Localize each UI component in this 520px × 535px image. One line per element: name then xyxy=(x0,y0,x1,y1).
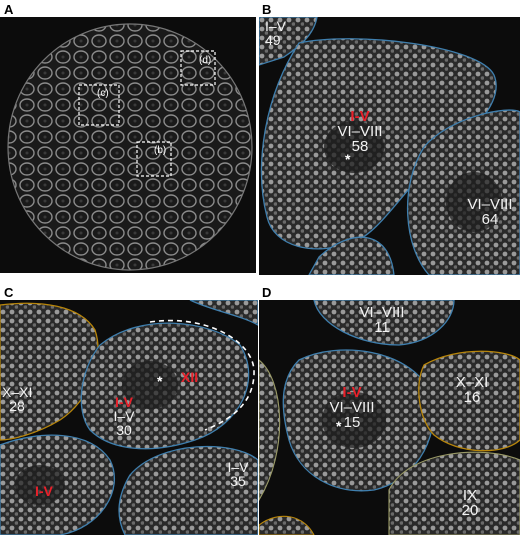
count-text: 35 xyxy=(230,473,246,489)
stage-text: IX xyxy=(462,487,478,504)
count-text: 30 xyxy=(116,422,132,438)
stage-text: VI–VIII xyxy=(329,399,375,416)
label-b-right: VI–VIII 64 xyxy=(455,197,520,227)
tubule-image-d xyxy=(259,300,520,535)
inset-label-d: (d) xyxy=(199,55,212,66)
testis-section-image xyxy=(7,23,253,271)
label-c-left: X–XI 28 xyxy=(2,385,32,413)
stage-text: I–V xyxy=(227,459,249,475)
label-d-bottom: IX 20 xyxy=(455,488,485,518)
stage-text: X–XI xyxy=(2,384,33,400)
inset-label-b: (b) xyxy=(154,145,167,156)
inset-box-d xyxy=(180,50,216,86)
red-stage-text: I-V xyxy=(342,384,362,401)
panel-letter-d: D xyxy=(262,285,272,300)
label-c-bottomleft: I-V xyxy=(35,483,53,499)
panel-letter-a: A xyxy=(4,2,14,17)
asterisk-marker: * xyxy=(345,151,351,167)
inset-box-b xyxy=(136,141,172,177)
label-d-top: VI–VIII 11 xyxy=(347,305,417,335)
label-c-bottomright: I–V 35 xyxy=(222,460,254,488)
panel-b-detail: I–V 49 I-V VI–VIII 58 * VI–VIII 64 xyxy=(259,17,520,275)
stage-text: I–V xyxy=(113,408,135,424)
count-text: 28 xyxy=(9,398,25,414)
panel-d-detail: VI–VIII 11 I-V VI–VIII 15 * X–XI 16 IX 2… xyxy=(259,300,520,535)
stage-text: X–XI xyxy=(455,374,489,391)
count-text: 49 xyxy=(265,32,281,48)
count-text: 11 xyxy=(374,319,390,336)
panel-a-overview: (d) (c) (b) xyxy=(0,17,256,273)
red-stage-text: I-V xyxy=(115,394,133,410)
panel-c-detail: X–XI 28 I-V I–V 30 * XII I-V I–V 35 xyxy=(0,300,258,535)
tubule-image-b xyxy=(259,17,520,275)
stage-text: VI–VIII xyxy=(337,123,383,140)
count-text: 58 xyxy=(351,138,369,155)
tubule-image-c xyxy=(0,300,258,535)
stage-text: VI–VIII xyxy=(359,304,405,321)
inset-box-c xyxy=(78,84,120,126)
asterisk-marker: * xyxy=(336,418,342,434)
count-text: 20 xyxy=(461,502,479,519)
stage-text: I–V xyxy=(265,18,287,34)
label-c-xii: XII xyxy=(181,369,199,385)
panel-letter-c: C xyxy=(4,285,14,300)
label-b-topleft: I–V 49 xyxy=(265,19,286,47)
label-d-right: X–XI 16 xyxy=(447,375,497,405)
asterisk-marker: * xyxy=(157,373,163,389)
stage-text: VI–VIII xyxy=(467,196,513,213)
count-text: 64 xyxy=(481,211,499,228)
count-text: 16 xyxy=(463,389,481,406)
panel-letter-b: B xyxy=(262,2,272,17)
red-stage-text: I-V xyxy=(350,108,370,125)
inset-label-c: (c) xyxy=(97,88,109,99)
label-c-center: I-V I–V 30 xyxy=(104,395,144,437)
count-text: 15 xyxy=(343,414,361,431)
label-b-center: I-V VI–VIII 58 xyxy=(320,109,400,154)
label-d-center: I-V VI–VIII 15 xyxy=(317,385,387,430)
